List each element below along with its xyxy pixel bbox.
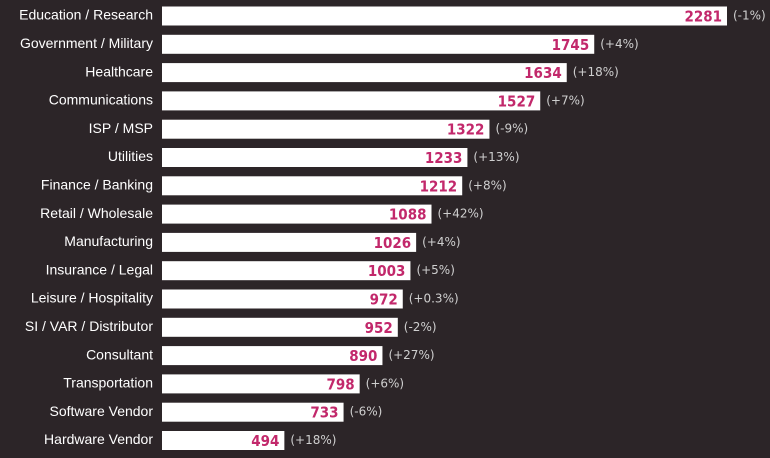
bar-row: Hardware Vendor 494 (+18%) bbox=[44, 431, 336, 450]
change-label: (+0.3%) bbox=[409, 292, 459, 306]
category-label: SI / VAR / Distributor bbox=[25, 318, 153, 334]
bar bbox=[162, 34, 595, 54]
change-label: (+4%) bbox=[600, 37, 638, 51]
bar bbox=[162, 204, 432, 224]
bar-value-label: 733 bbox=[310, 404, 338, 422]
bar-value-label: 972 bbox=[370, 291, 398, 309]
bar bbox=[162, 232, 417, 252]
category-label: Leisure / Hospitality bbox=[31, 290, 153, 306]
category-label: Software Vendor bbox=[49, 403, 153, 419]
category-label: Insurance / Legal bbox=[46, 261, 153, 277]
bar bbox=[162, 148, 468, 167]
category-label: Healthcare bbox=[85, 63, 153, 79]
category-label: Consultant bbox=[86, 346, 153, 362]
bar-row: Insurance / Legal 1003 (+5%) bbox=[46, 261, 455, 281]
bar bbox=[162, 431, 285, 450]
bar bbox=[162, 6, 727, 26]
category-label: Hardware Vendor bbox=[44, 431, 153, 447]
bar-row: SI / VAR / Distributor 952 (-2%) bbox=[25, 317, 437, 337]
change-label: (+4%) bbox=[422, 235, 460, 249]
bar-value-label: 952 bbox=[365, 319, 393, 337]
bar-row: Software Vendor 733 (-6%) bbox=[49, 402, 383, 422]
bar-value-label: 1745 bbox=[552, 36, 590, 54]
category-label: Education / Research bbox=[19, 7, 153, 23]
bar-value-label: 890 bbox=[349, 347, 377, 365]
bar-value-label: 1026 bbox=[374, 234, 412, 252]
change-label: (+42%) bbox=[437, 207, 483, 221]
bar-row: Consultant 890 (+27%) bbox=[86, 346, 435, 366]
category-label: Utilities bbox=[108, 148, 153, 164]
bar-value-label: 2281 bbox=[684, 8, 722, 26]
bar-row: Utilities 1233 (+13%) bbox=[108, 148, 520, 167]
bar-row: Transportation 798 (+6%) bbox=[63, 374, 404, 394]
category-label: Retail / Wholesale bbox=[40, 205, 153, 221]
category-label: Manufacturing bbox=[64, 233, 153, 249]
bar-row: Retail / Wholesale 1088 (+42%) bbox=[40, 204, 484, 224]
bar-row: Healthcare 1634 (+18%) bbox=[85, 63, 619, 83]
change-label: (+5%) bbox=[416, 263, 454, 277]
category-label: Government / Military bbox=[20, 35, 153, 51]
bar-value-label: 1634 bbox=[524, 64, 562, 82]
bar-value-label: 1233 bbox=[425, 149, 463, 167]
change-label: (-9%) bbox=[495, 122, 528, 136]
bar bbox=[162, 346, 383, 366]
bar bbox=[162, 119, 490, 139]
change-label: (-6%) bbox=[350, 405, 383, 419]
change-label: (+27%) bbox=[388, 348, 434, 362]
category-label: Communications bbox=[49, 92, 153, 108]
bar bbox=[162, 402, 344, 422]
change-label: (+8%) bbox=[468, 178, 506, 192]
bar-value-label: 1003 bbox=[368, 262, 406, 280]
bar-value-label: 1527 bbox=[498, 92, 536, 110]
change-label: (+6%) bbox=[366, 376, 404, 390]
change-label: (+7%) bbox=[546, 93, 584, 107]
bar bbox=[162, 289, 403, 309]
change-label: (+18%) bbox=[573, 65, 619, 79]
bar-value-label: 1088 bbox=[389, 206, 427, 224]
change-label: (-2%) bbox=[404, 320, 437, 334]
bar-row: Finance / Banking 1212 (+8%) bbox=[41, 176, 507, 196]
bar-value-label: 798 bbox=[326, 375, 354, 393]
bar-value-label: 1212 bbox=[420, 177, 458, 195]
bar-row: ISP / MSP 1322 (-9%) bbox=[89, 119, 528, 139]
bar-value-label: 1322 bbox=[447, 121, 485, 139]
category-label: Finance / Banking bbox=[41, 177, 153, 193]
bar bbox=[162, 91, 541, 111]
bar bbox=[162, 261, 411, 281]
bar-row: Manufacturing 1026 (+4%) bbox=[64, 232, 461, 252]
bar-row: Education / Research 2281 (-1%) bbox=[19, 6, 766, 26]
category-label: Transportation bbox=[63, 375, 153, 391]
bar-row: Communications 1527 (+7%) bbox=[49, 91, 585, 111]
category-label: ISP / MSP bbox=[89, 120, 153, 136]
bar-row: Government / Military 1745 (+4%) bbox=[20, 34, 639, 54]
bar bbox=[162, 63, 567, 83]
bar-value-label: 494 bbox=[251, 432, 279, 450]
change-label: (+18%) bbox=[290, 433, 336, 447]
bar-row: Leisure / Hospitality 972 (+0.3%) bbox=[31, 289, 459, 309]
change-label: (+13%) bbox=[473, 150, 519, 164]
bar bbox=[162, 374, 360, 394]
bar bbox=[162, 176, 463, 196]
change-label: (-1%) bbox=[733, 9, 766, 23]
bar bbox=[162, 317, 398, 337]
